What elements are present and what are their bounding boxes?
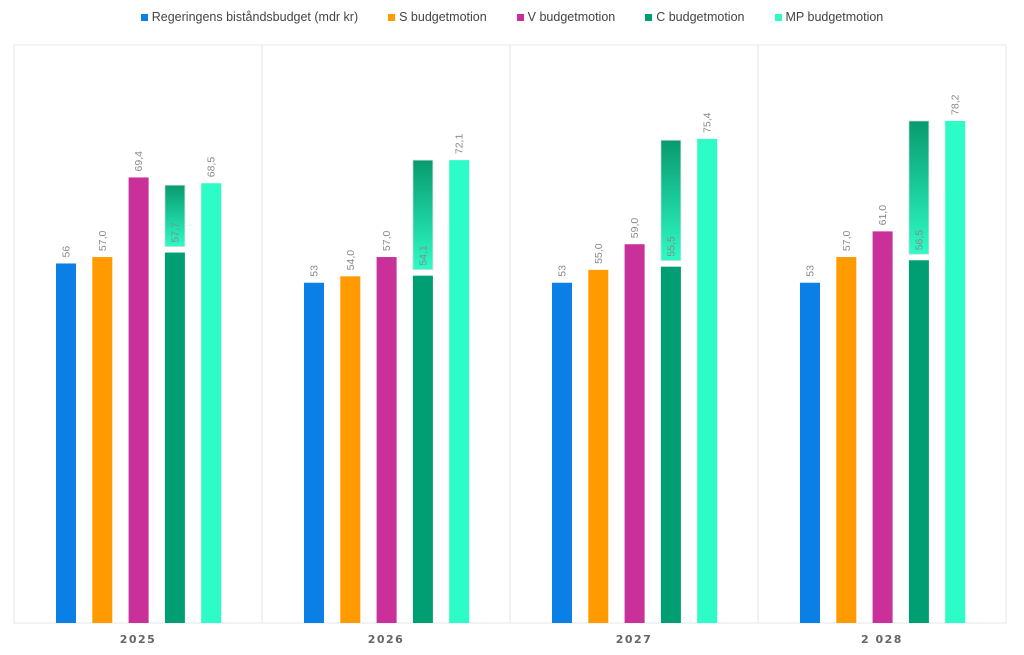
bar[interactable] (697, 138, 718, 623)
legend: Regeringens biståndsbudget (mdr kr) S bud… (0, 10, 1024, 24)
bar[interactable] (201, 183, 222, 624)
bar[interactable] (624, 244, 645, 623)
data-label: 54,1 (417, 245, 429, 266)
legend-label: V budgetmotion (527, 10, 616, 24)
data-label: 75,4 (702, 112, 714, 133)
data-label: 61,0 (877, 205, 889, 226)
data-label: 56,5 (913, 230, 925, 251)
legend-label: MP budgetmotion (785, 10, 884, 24)
bar[interactable] (800, 282, 820, 623)
data-label: 59,0 (629, 218, 641, 239)
bar[interactable] (412, 275, 433, 623)
x-tick-label: 2027 (616, 633, 653, 646)
bars-layer (56, 120, 966, 624)
data-label: 57,0 (97, 230, 109, 251)
c-overlay-bar (908, 120, 930, 255)
c-overlay-bar (660, 139, 682, 262)
bar[interactable] (552, 282, 572, 623)
legend-label: S budgetmotion (399, 10, 487, 24)
data-label: 55,5 (665, 236, 677, 257)
data-label: 53 (309, 265, 321, 277)
legend-label: Regeringens biståndsbudget (mdr kr) (151, 10, 359, 24)
legend-item[interactable]: V budgetmotion (516, 10, 616, 24)
data-label: 57,0 (381, 230, 393, 251)
data-label: 68,5 (206, 157, 218, 178)
bar[interactable] (660, 266, 681, 623)
bar[interactable] (449, 160, 470, 624)
legend-item[interactable]: MP budgetmotion (774, 10, 884, 24)
bar[interactable] (304, 282, 324, 623)
data-label: 57,0 (841, 230, 853, 251)
data-label: 72,1 (454, 134, 466, 155)
bar[interactable] (56, 263, 76, 623)
bar[interactable] (340, 276, 361, 623)
data-label: 57,7 (169, 222, 181, 243)
c-overlay-bar (412, 159, 434, 271)
legend-swatch-icon (645, 13, 653, 21)
bar[interactable] (92, 257, 113, 623)
data-label: 78,2 (950, 94, 962, 115)
plot-frame (13, 44, 1007, 624)
legend-swatch-icon (140, 13, 148, 21)
bar[interactable] (128, 177, 149, 623)
x-tick-label: 2026 (368, 633, 405, 646)
c-overlay-bar (164, 184, 186, 247)
bar[interactable] (908, 260, 929, 623)
bar[interactable] (836, 257, 857, 623)
legend-item[interactable]: C budgetmotion (645, 10, 745, 24)
legend-swatch-icon (516, 13, 524, 21)
legend-item[interactable]: Regeringens biståndsbudget (mdr kr) (140, 10, 359, 24)
legend-item[interactable]: S budgetmotion (388, 10, 487, 24)
bar[interactable] (872, 231, 893, 623)
data-label: 55,0 (593, 243, 605, 264)
labels-layer: 56 57,0 69,4 57,7 68,5 2025 53 54,0 57,0 54,1 72,1… (61, 94, 962, 646)
legend-swatch-icon (774, 13, 782, 21)
legend-swatch-icon (388, 13, 396, 21)
x-tick-label: 2 028 (861, 633, 903, 646)
data-label: 69,4 (133, 151, 145, 172)
data-label: 56 (61, 246, 73, 258)
legend-label: C budgetmotion (656, 10, 745, 24)
data-label: 53 (805, 265, 817, 277)
x-tick-label: 2025 (120, 633, 157, 646)
bar[interactable] (164, 252, 185, 624)
bar[interactable] (588, 269, 609, 623)
bar[interactable] (376, 257, 397, 623)
bar[interactable] (945, 120, 966, 624)
data-label: 53 (557, 265, 569, 277)
data-label: 54,0 (345, 250, 357, 271)
